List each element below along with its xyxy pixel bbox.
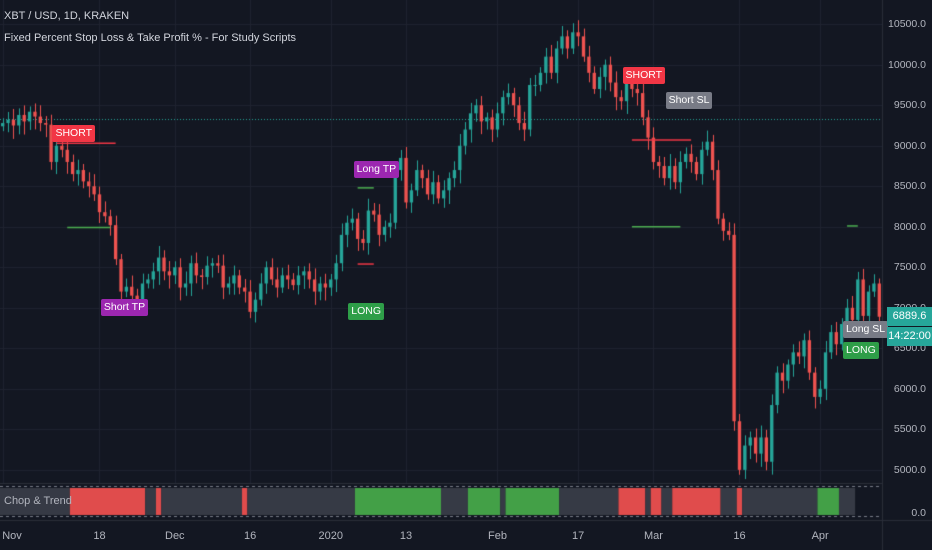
bar-countdown-label: 14:22:00 <box>887 326 932 346</box>
time-tick-label: 2020 <box>318 530 343 542</box>
time-tick-label: 13 <box>399 530 413 542</box>
symbol-title[interactable]: XBT / USD, 1D, KRAKEN <box>4 10 130 22</box>
time-tick-label: 18 <box>93 530 106 542</box>
signal-marker: Short TP <box>100 298 149 316</box>
signal-marker: Long SL <box>843 320 889 338</box>
time-tick-label: Feb <box>487 530 507 542</box>
time-tick-label: Nov <box>2 530 22 542</box>
time-tick-label: 16 <box>733 530 746 542</box>
time-tick-label: 17 <box>572 530 585 542</box>
signal-marker: SHORT <box>622 67 666 85</box>
time-tick-label: Mar <box>643 530 663 542</box>
price-tick-label: 7500.0 <box>893 261 926 274</box>
price-tick-label: 10500.0 <box>888 18 926 31</box>
price-tick-label: 6000.0 <box>893 382 926 395</box>
time-tick-label: 16 <box>243 530 257 542</box>
chop-trend-axis-label: 0.0 <box>911 507 926 519</box>
price-tick-label: 10000.0 <box>888 58 926 71</box>
price-tick-label: 8000.0 <box>893 220 926 233</box>
signal-marker: LONG <box>348 302 385 320</box>
signal-marker: LONG <box>843 341 879 359</box>
price-tick-label: 9000.0 <box>893 139 926 152</box>
time-tick-label: Apr <box>811 530 829 542</box>
signal-marker: SHORT <box>52 124 96 142</box>
chop-trend-pane-title[interactable]: Chop & Trend <box>4 495 72 507</box>
price-tick-label: 9500.0 <box>893 99 926 112</box>
study-title[interactable]: Fixed Percent Stop Loss & Take Profit % … <box>4 32 297 44</box>
signal-marker: Long TP <box>353 161 400 179</box>
price-tick-label: 5500.0 <box>893 423 926 436</box>
price-tick-label: 5000.0 <box>893 463 926 476</box>
price-tick-label: 8500.0 <box>893 180 926 193</box>
signal-marker: Short SL <box>665 92 713 110</box>
current-price-label: 6889.6 <box>887 306 932 326</box>
time-tick-label: Dec <box>165 530 185 542</box>
